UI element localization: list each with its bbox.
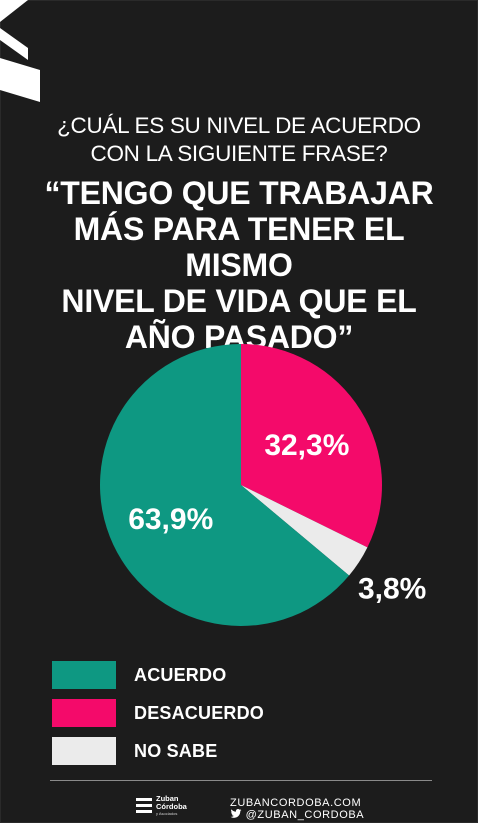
legend-label-desacuerdo: DESACUERDO <box>134 702 265 723</box>
logo-line-1: Zuban <box>156 794 179 803</box>
pie-slice-no-sabe <box>241 485 368 576</box>
survey-question: ¿CUÁL ES SU NIVEL DE ACUERDO CON LA SIGU… <box>30 112 448 168</box>
pie-chart: 63,9% 32,3% 3,8% <box>99 344 426 626</box>
question-line-1: ¿CUÁL ES SU NIVEL DE ACUERDO <box>57 113 421 138</box>
legend-swatch-desacuerdo <box>52 699 116 727</box>
logo-line-3: y Asociados <box>156 811 178 816</box>
footer-divider <box>50 780 432 781</box>
legend-label-no-sabe: NO SABE <box>134 740 218 761</box>
twitter-handle-row[interactable]: @ZUBAN_CORDOBA <box>230 809 364 821</box>
data-label-no-sabe: 3,8% <box>358 573 426 606</box>
question-line-2: CON LA SIGUIENTE FRASE? <box>90 141 388 166</box>
pie-slice-acuerdo <box>99 344 350 626</box>
statement-line-1: “TENGO QUE TRABAJAR <box>44 175 434 211</box>
legend-swatch-acuerdo <box>52 661 116 689</box>
pie-slice-desacuerdo <box>241 344 382 548</box>
survey-statement: “TENGO QUE TRABAJAR MÁS PARA TENER EL MI… <box>24 175 454 355</box>
legend-item-desacuerdo: DESACUERDO <box>52 698 264 728</box>
chart-legend: ACUERDO DESACUERDO NO SABE <box>52 660 264 774</box>
legend-swatch-no-sabe <box>52 737 116 765</box>
website-link[interactable]: ZUBANCORDOBA.COM <box>230 797 362 809</box>
statement-line-2: MÁS PARA TENER EL MISMO <box>73 211 405 283</box>
legend-item-acuerdo: ACUERDO <box>52 660 264 690</box>
statement-line-3: NIVEL DE VIDA QUE EL <box>61 283 417 319</box>
logo-wordmark: Zuban Córdoba y Asociados <box>156 795 187 818</box>
logo-line-2: Córdoba <box>156 801 187 811</box>
zc-logo-icon <box>136 798 152 814</box>
legend-label-acuerdo: ACUERDO <box>134 664 227 685</box>
twitter-handle: @ZUBAN_CORDOBA <box>245 809 365 821</box>
corner-stripes-decoration <box>0 0 46 104</box>
legend-item-no-sabe: NO SABE <box>52 736 264 766</box>
data-label-acuerdo: 63,9% <box>128 503 213 536</box>
zuban-cordoba-logo: Zuban Córdoba y Asociados <box>136 795 187 818</box>
footer-contact: ZUBANCORDOBA.COM @ZUBAN_CORDOBA <box>230 797 364 821</box>
data-label-desacuerdo: 32,3% <box>264 429 349 462</box>
twitter-bird-icon <box>230 809 242 818</box>
